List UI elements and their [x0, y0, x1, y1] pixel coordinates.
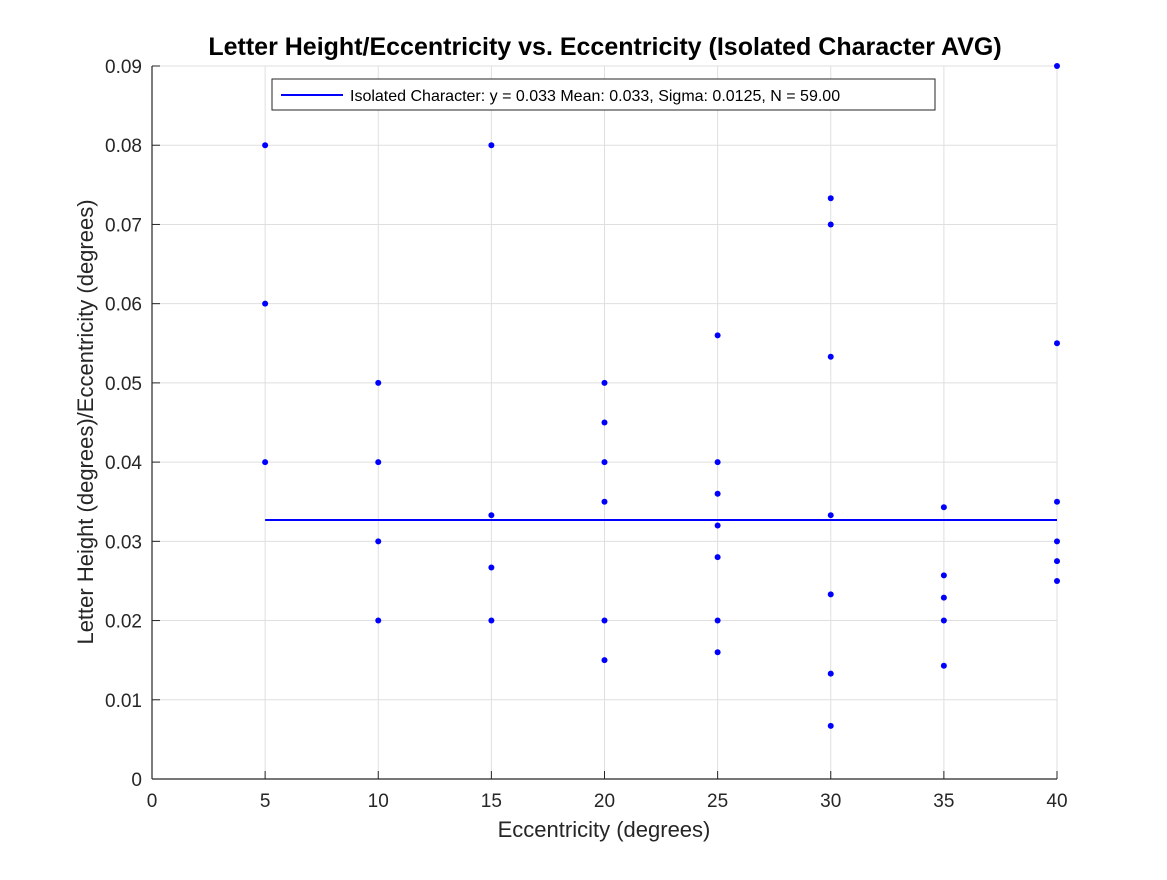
- y-tick-label: 0.02: [105, 612, 142, 633]
- data-point: [1054, 340, 1060, 347]
- data-point: [940, 662, 947, 669]
- data-point: [1054, 538, 1060, 545]
- y-tick-label: 0.05: [105, 374, 142, 395]
- x-tick-label: 40: [1046, 791, 1067, 812]
- x-tick-label: 0: [147, 791, 158, 812]
- y-axis-label: Letter Height (degrees)/Eccentricity (de…: [73, 199, 98, 644]
- data-point: [714, 332, 721, 339]
- data-point: [601, 419, 608, 426]
- data-point: [714, 490, 721, 497]
- data-point: [827, 670, 834, 677]
- legend-entry: Isolated Character: y = 0.033 Mean: 0.03…: [350, 88, 840, 105]
- data-point: [827, 722, 834, 729]
- data-point: [827, 221, 834, 228]
- data-point: [488, 564, 495, 571]
- data-point: [488, 142, 495, 149]
- data-point: [601, 657, 608, 664]
- data-point: [714, 617, 721, 624]
- data-point: [940, 504, 947, 511]
- data-point: [601, 498, 608, 505]
- data-point: [262, 459, 269, 466]
- x-tick-label: 5: [260, 791, 271, 812]
- x-tick-label: 10: [368, 791, 389, 812]
- x-tick-label: 15: [481, 791, 502, 812]
- data-point: [1054, 558, 1060, 565]
- data-point: [827, 591, 834, 598]
- data-point: [488, 617, 495, 624]
- y-tick-label: 0.03: [105, 532, 142, 553]
- y-tick-labels: 0 0.01 0.02 0.03 0.04 0.05 0.06 0.07 0.08 0.09: [105, 57, 142, 791]
- data-point: [714, 459, 721, 466]
- y-tick-label: 0.01: [105, 691, 142, 712]
- y-tick-label: 0.07: [105, 215, 142, 236]
- data-point: [375, 617, 382, 624]
- data-point: [601, 617, 608, 624]
- y-tick-label: 0.09: [105, 57, 142, 78]
- data-point: [1054, 63, 1060, 69]
- legend: Isolated Character: y = 0.033 Mean: 0.03…: [271, 78, 936, 111]
- data-point: [262, 142, 269, 149]
- y-tick-label: 0: [131, 770, 142, 791]
- y-tick-label: 0.08: [105, 136, 142, 157]
- data-point: [488, 512, 495, 519]
- data-point: [1054, 498, 1060, 505]
- data-point: [940, 617, 947, 624]
- x-tick-label: 35: [933, 791, 954, 812]
- data-point: [714, 522, 721, 529]
- data-point: [714, 554, 721, 561]
- x-axis-label: Eccentricity (degrees): [498, 817, 711, 842]
- x-tick-labels: 0 5 10 15 20 25 30 35 40: [147, 791, 1068, 812]
- data-point: [262, 300, 269, 307]
- data-point: [940, 572, 947, 579]
- data-point: [1054, 577, 1060, 584]
- data-point: [375, 379, 382, 386]
- axes: [151, 65, 1058, 780]
- scatter-points: [262, 63, 1060, 729]
- data-point: [375, 538, 382, 545]
- data-point: [601, 459, 608, 466]
- y-tick-label: 0.06: [105, 295, 142, 316]
- data-point: [827, 353, 834, 360]
- data-point: [940, 594, 947, 601]
- data-point: [601, 379, 608, 386]
- legend-box: [271, 78, 936, 111]
- chart-title: Letter Height/Eccentricity vs. Eccentric…: [208, 33, 1001, 61]
- data-point: [714, 649, 721, 656]
- data-point: [827, 195, 834, 202]
- data-point: [827, 512, 834, 519]
- x-tick-label: 25: [707, 791, 728, 812]
- x-tick-label: 20: [594, 791, 615, 812]
- x-tick-label: 30: [820, 791, 841, 812]
- y-tick-label: 0.04: [105, 453, 142, 474]
- data-point: [375, 459, 382, 466]
